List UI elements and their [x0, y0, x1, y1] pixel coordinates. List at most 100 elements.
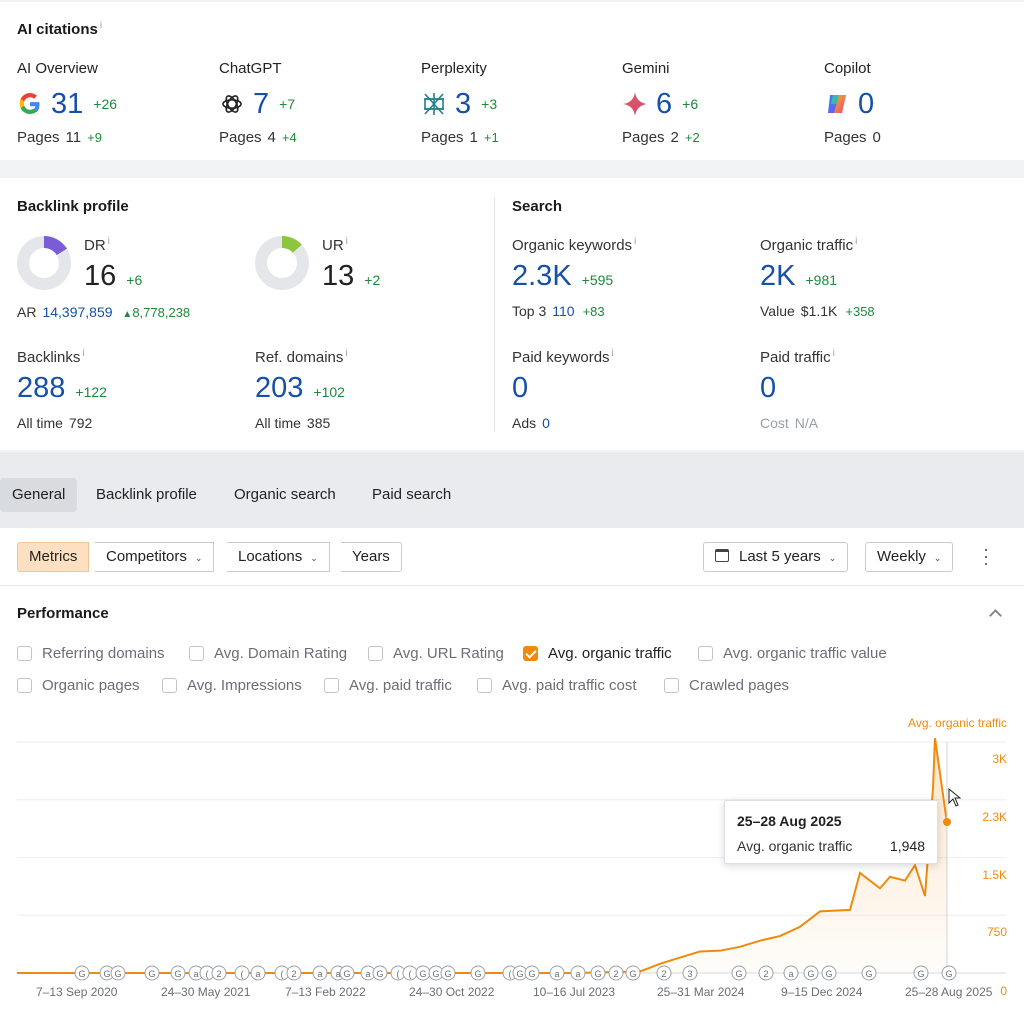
ai-engine-copilot[interactable]: Copilot 0 Pages 0 [824, 60, 1024, 146]
ai-engine-ai-overview[interactable]: AI Overview 31 +26 Pages 11 +9 [17, 60, 217, 146]
x-tick-label: 25–31 Mar 2024 [657, 985, 745, 999]
tab-bar: General Backlink profile Organic search … [0, 452, 1024, 528]
info-icon[interactable]: i [832, 348, 835, 359]
tab-organic-search[interactable]: Organic search [234, 486, 336, 503]
x-tick-label: 9–15 Dec 2024 [781, 985, 863, 999]
chevron-down-icon: ⌄ [310, 553, 318, 563]
engine-count[interactable]: 6 [656, 87, 673, 120]
organic-traffic-metric: Organic traffic i 2K +981 Value $1.1K +358 [760, 236, 875, 319]
engine-delta: +3 [481, 96, 498, 112]
ar-value[interactable]: 14,397,859 [42, 304, 113, 320]
tooltip-value: 1,948 [889, 838, 925, 854]
checkbox-crawled-pages[interactable]: Crawled pages [664, 677, 789, 694]
engine-pages: Pages 1 +1 [421, 129, 499, 146]
organic-keywords-value[interactable]: 2.3K [512, 260, 572, 292]
checkbox-avg-url-rating[interactable]: Avg. URL Rating [368, 645, 504, 662]
checkbox-avg-paid-traffic-cost[interactable]: Avg. paid traffic cost [477, 677, 637, 694]
more-options-icon[interactable]: · · · [983, 539, 989, 573]
engine-name: AI Overview [17, 60, 98, 77]
paid-keywords-metric: Paid keywords i 0 Ads 0 [512, 348, 614, 431]
backlinks-value[interactable]: 288 [17, 372, 66, 404]
metrics-button[interactable]: Metrics [17, 542, 90, 572]
y-tick-label: 1.5K [982, 867, 1007, 882]
performance-title: Performance [17, 605, 109, 622]
ur-gauge [255, 236, 309, 290]
checkbox-referring-domains[interactable]: Referring domains [17, 645, 165, 662]
info-icon[interactable]: i [855, 236, 858, 247]
info-icon[interactable]: i [99, 20, 103, 31]
interval-dropdown[interactable]: Weekly ⌄ [865, 542, 954, 572]
ar-row: AR 14,397,859 ▲8,778,238 [17, 304, 191, 320]
engine-pages: Pages 11 +9 [17, 129, 102, 146]
checkbox-avg-impressions[interactable]: Avg. Impressions [162, 677, 302, 694]
info-icon[interactable]: i [634, 236, 637, 247]
y-tick-label: 0 [1000, 984, 1007, 998]
ai-engine-gemini[interactable]: Gemini 6 +6 Pages 2 +2 [622, 60, 822, 146]
performance-card [0, 528, 1024, 1017]
competitors-dropdown[interactable]: Competitors ⌄ [95, 542, 215, 572]
dr-value: 16 [84, 260, 117, 292]
y-tick-label: 2.3K [982, 809, 1007, 824]
dr-metric: DR i 16 +6 [84, 236, 143, 292]
dr-gauge [17, 236, 71, 290]
google-icon [19, 93, 40, 114]
mouse-cursor-icon [948, 788, 962, 807]
toolbar-divider [0, 585, 1024, 586]
info-icon[interactable]: i [82, 348, 85, 359]
engine-name: Perplexity [421, 60, 487, 77]
ur-value: 13 [322, 260, 355, 292]
x-tick-label: 7–13 Sep 2020 [36, 985, 118, 999]
ref-domains-value[interactable]: 203 [255, 372, 304, 404]
info-icon[interactable]: i [611, 348, 614, 359]
ai-engine-perplexity[interactable]: Perplexity 3 +3 Pages 1 +1 [421, 60, 621, 146]
tab-backlink-profile[interactable]: Backlink profile [96, 486, 197, 503]
search-title: Search [512, 198, 563, 215]
info-icon[interactable]: i [107, 236, 110, 247]
y-tick-label: 3K [992, 752, 1007, 766]
arrow-up-icon: ▲ [122, 309, 133, 320]
series-legend-label: Avg. organic traffic [908, 716, 1007, 730]
ai-engine-chatgpt[interactable]: ChatGPT 7 +7 Pages 4 +4 [219, 60, 419, 146]
y-tick-label: 750 [986, 925, 1007, 940]
chevron-down-icon: ⌄ [933, 553, 942, 563]
paid-keywords-value[interactable]: 0 [512, 372, 529, 404]
checkbox-avg-domain-rating[interactable]: Avg. Domain Rating [189, 645, 347, 662]
calendar-icon [715, 549, 729, 562]
date-range-dropdown[interactable]: Last 5 years ⌄ [703, 542, 849, 572]
info-icon[interactable]: i [345, 236, 348, 247]
checkbox-avg-organic-traffic[interactable]: Avg. organic traffic [523, 645, 672, 662]
tooltip-label: Avg. organic traffic [737, 838, 853, 854]
organic-traffic-value[interactable]: 2K [760, 260, 796, 292]
ai-citations-card: AI citations i AI Overview 31 +26 Pages 11… [0, 2, 1024, 160]
engine-delta: +7 [279, 96, 296, 112]
engine-pages: Pages 2 +2 [622, 129, 700, 146]
organic-keywords-metric: Organic keywords i 2.3K +595 Top 3 110 +83 [512, 236, 637, 319]
engine-count[interactable]: 0 [858, 87, 875, 120]
collapse-chevron-icon[interactable] [988, 606, 1002, 622]
divider [494, 198, 495, 432]
checkbox-avg-organic-traffic-value[interactable]: Avg. organic traffic value [698, 645, 887, 662]
x-tick-label: 10–16 Jul 2023 [533, 985, 616, 999]
checkbox-avg-paid-traffic[interactable]: Avg. paid traffic [324, 677, 452, 694]
tooltip-date: 25–28 Aug 2025 [737, 813, 842, 829]
engine-name: Copilot [824, 60, 871, 77]
perplexity-icon [424, 93, 444, 115]
checkbox-organic-pages[interactable]: Organic pages [17, 677, 140, 694]
backlink-profile-title: Backlink profile [17, 198, 129, 215]
ai-citations-title: AI citations i [17, 20, 103, 38]
paid-traffic-value[interactable]: 0 [760, 372, 777, 404]
tab-general[interactable]: General [0, 478, 78, 512]
engine-pages: Pages 4 +4 [219, 129, 297, 146]
x-tick-label: 7–13 Feb 2022 [285, 985, 366, 999]
chevron-down-icon: ⌄ [194, 553, 203, 563]
backlinks-metric: Backlinks i 288 +122 All time 792 [17, 348, 107, 431]
ur-metric: UR i 13 +2 [322, 236, 381, 292]
info-icon[interactable]: i [345, 348, 348, 359]
engine-count[interactable]: 3 [455, 87, 472, 120]
x-tick-label: 24–30 Oct 2022 [409, 985, 495, 999]
engine-count[interactable]: 31 [51, 87, 84, 120]
tab-paid-search[interactable]: Paid search [372, 486, 452, 503]
years-button[interactable]: Years [341, 542, 402, 572]
locations-dropdown[interactable]: Locations ⌄ [227, 542, 330, 572]
engine-count[interactable]: 7 [253, 87, 270, 120]
